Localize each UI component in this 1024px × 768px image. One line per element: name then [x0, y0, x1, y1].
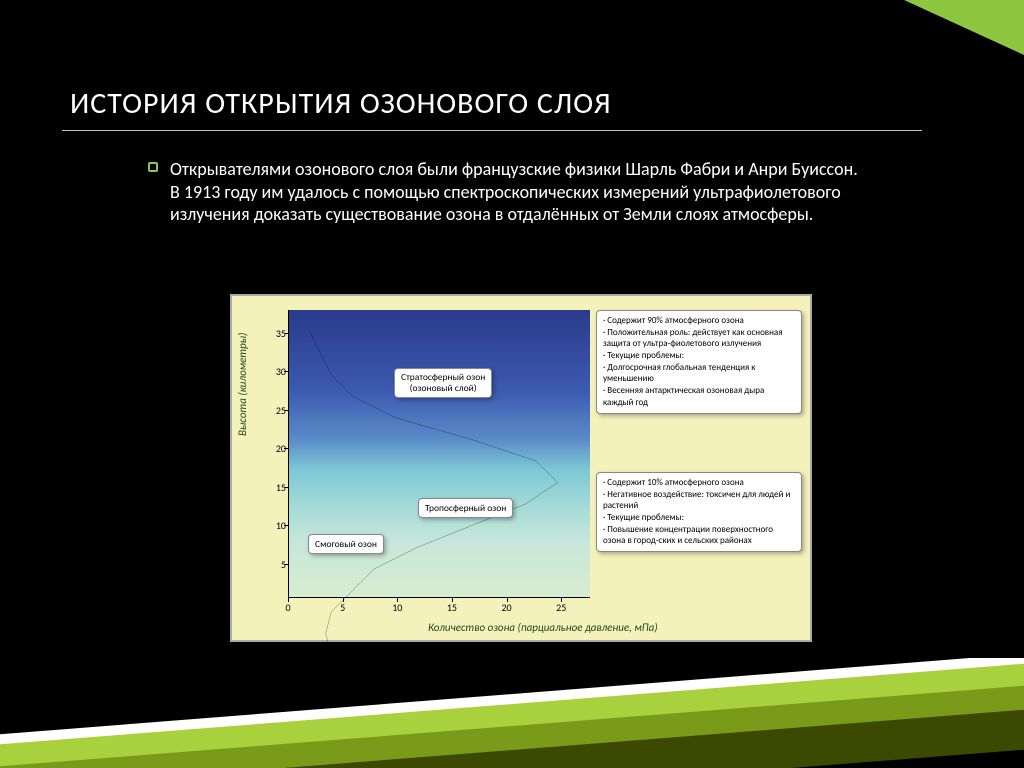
info-line: · Негативное воздействие: токсичен для л…	[603, 489, 795, 512]
x-tick: 0	[280, 601, 296, 614]
stratosphere-label-line2: (озоновый слой)	[410, 382, 477, 394]
info-line: · Текущие проблемы:	[603, 350, 795, 362]
bottom-band	[0, 658, 1024, 768]
stratosphere-label: Стратосферный озон (озоновый слой)	[394, 368, 492, 398]
x-tick: 25	[553, 601, 569, 614]
y-axis-label: Высота (километры)	[236, 333, 249, 436]
info-line: · Долгосрочная глобальная тенденция к ум…	[603, 362, 795, 385]
info-line: · Содержит 90% атмосферного озона	[603, 315, 795, 327]
info-line: · Весенняя антарктическая озоновая дыра …	[603, 385, 795, 408]
info-line: · Текущие проблемы:	[603, 512, 795, 524]
info-line: · Положительная роль: действует как осно…	[603, 327, 795, 350]
x-axis-label: Количество озона (парциальное давление, …	[428, 621, 658, 634]
smog-label: Смоговый озон	[308, 534, 384, 554]
corner-accent	[904, 0, 1024, 55]
troposphere-label: Тропосферный озон	[418, 498, 513, 518]
info-troposphere: · Содержит 10% атмосферного озона · Нега…	[596, 472, 802, 552]
ozone-chart: 5101520253035 0510152025 Высота (километ…	[230, 294, 812, 642]
bullet-icon	[148, 162, 158, 172]
x-tick: 15	[444, 601, 460, 614]
title-underline	[62, 130, 922, 131]
info-line: · Содержит 10% атмосферного озона	[603, 477, 795, 489]
slide-title: ИСТОРИЯ ОТКРЫТИЯ ОЗОНОВОГО СЛОЯ	[70, 85, 612, 122]
slide-body: Открывателями озонового слоя были францу…	[170, 158, 860, 226]
info-line: · Повышение концентрации поверхностного …	[603, 524, 795, 547]
x-tick: 10	[389, 601, 405, 614]
slide: ИСТОРИЯ ОТКРЫТИЯ ОЗОНОВОГО СЛОЯ Открыват…	[0, 0, 1024, 768]
x-tick: 20	[499, 601, 515, 614]
x-tick: 5	[335, 601, 351, 614]
info-stratosphere: · Содержит 90% атмосферного озона · Поло…	[596, 310, 802, 414]
